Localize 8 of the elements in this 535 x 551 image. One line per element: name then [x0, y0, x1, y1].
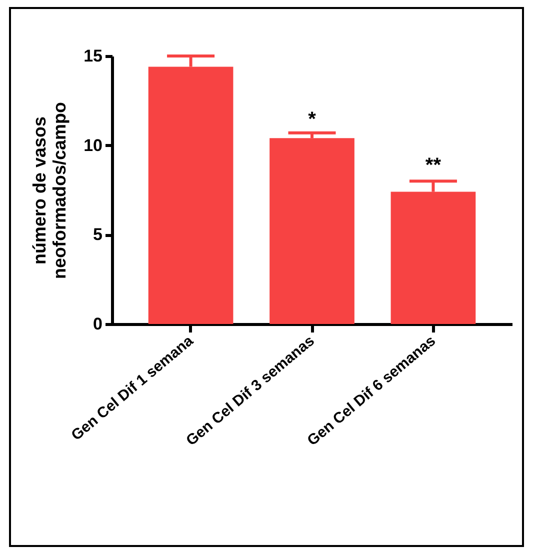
y-axis-title: número de vasos neoformados/campo	[30, 102, 70, 280]
bar	[270, 138, 354, 324]
annotation: **	[425, 154, 442, 177]
y-tick-label: 5	[93, 225, 102, 244]
annotation: *	[308, 108, 316, 130]
y-tick-label: 0	[93, 314, 102, 334]
y-tick-label: 10	[84, 136, 102, 155]
y-tick-label: 15	[84, 46, 102, 66]
